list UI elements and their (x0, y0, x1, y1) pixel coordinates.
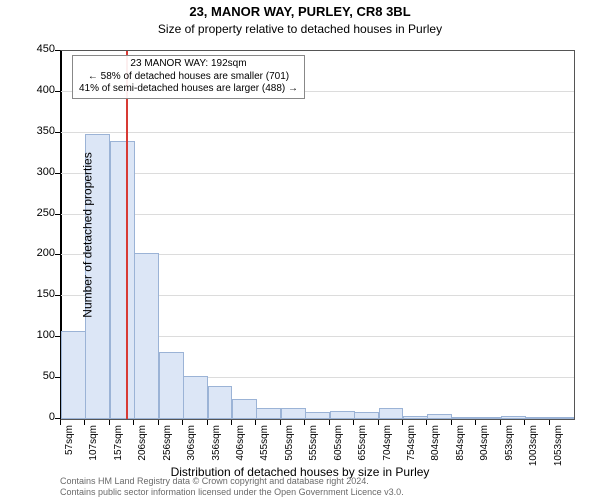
x-tick (378, 420, 379, 425)
histogram-bar (256, 408, 281, 419)
histogram-bar (305, 412, 330, 419)
x-tick (280, 420, 281, 425)
y-tick (55, 173, 60, 174)
y-tick-label: 300 (0, 166, 55, 178)
x-tick-label: 754sqm (406, 425, 417, 475)
x-tick-label: 57sqm (64, 425, 75, 475)
x-tick-label: 107sqm (88, 425, 99, 475)
histogram-bar (403, 416, 428, 419)
footer-line1: Contains HM Land Registry data © Crown c… (60, 476, 404, 487)
x-tick-label: 406sqm (235, 425, 246, 475)
histogram-bar (330, 411, 355, 419)
x-tick (524, 420, 525, 425)
x-tick (475, 420, 476, 425)
histogram-bar (281, 408, 306, 419)
x-tick-label: 854sqm (455, 425, 466, 475)
histogram-bar (110, 141, 135, 419)
x-tick-label: 206sqm (137, 425, 148, 475)
histogram-bar (525, 417, 550, 419)
y-tick-label: 100 (0, 329, 55, 341)
reference-line (126, 51, 128, 419)
annotation-line3: 41% of semi-detached houses are larger (… (79, 83, 298, 96)
y-tick (55, 132, 60, 133)
y-tick-label: 450 (0, 43, 55, 55)
x-tick (426, 420, 427, 425)
histogram-bar (61, 331, 86, 419)
y-tick-label: 250 (0, 207, 55, 219)
annotation-box: 23 MANOR WAY: 192sqm ← 58% of detached h… (72, 55, 305, 99)
y-tick (55, 214, 60, 215)
x-tick-label: 505sqm (284, 425, 295, 475)
annotation-line1: 23 MANOR WAY: 192sqm (79, 58, 298, 71)
histogram-bar (427, 414, 452, 419)
x-tick (207, 420, 208, 425)
y-tick (55, 295, 60, 296)
x-tick (329, 420, 330, 425)
chart-title-line2: Size of property relative to detached ho… (0, 22, 600, 36)
chart-title-line1: 23, MANOR WAY, PURLEY, CR8 3BL (0, 4, 600, 19)
x-tick (255, 420, 256, 425)
y-tick-label: 0 (0, 411, 55, 423)
histogram-bar (183, 376, 208, 419)
histogram-bar (379, 408, 404, 419)
gridline-h (61, 132, 574, 133)
gridline-h (61, 173, 574, 174)
x-tick (500, 420, 501, 425)
x-tick (231, 420, 232, 425)
histogram-bar (354, 412, 379, 419)
x-tick (182, 420, 183, 425)
x-tick (133, 420, 134, 425)
histogram-bar (501, 416, 526, 419)
x-tick-label: 1003sqm (528, 425, 539, 475)
x-tick (402, 420, 403, 425)
y-axis-title-wrap: Number of detached properties (5, 50, 19, 420)
y-tick (55, 50, 60, 51)
chart-container: { "title_line1": "23, MANOR WAY, PURLEY,… (0, 0, 600, 500)
x-tick (353, 420, 354, 425)
x-tick-label: 356sqm (211, 425, 222, 475)
x-tick (549, 420, 550, 425)
x-tick-label: 1053sqm (553, 425, 564, 475)
x-tick (304, 420, 305, 425)
x-tick-label: 455sqm (259, 425, 270, 475)
plot-area (60, 50, 575, 420)
x-tick (109, 420, 110, 425)
y-tick-label: 200 (0, 247, 55, 259)
footer-line2: Contains public sector information licen… (60, 487, 404, 498)
annotation-line2: ← 58% of detached houses are smaller (70… (79, 71, 298, 84)
y-tick (55, 377, 60, 378)
x-tick-label: 704sqm (382, 425, 393, 475)
y-tick-label: 150 (0, 288, 55, 300)
y-tick (55, 418, 60, 419)
histogram-bar (476, 417, 501, 419)
histogram-bar (232, 399, 257, 419)
x-tick (84, 420, 85, 425)
x-tick-label: 804sqm (430, 425, 441, 475)
histogram-bar (134, 253, 159, 419)
y-axis-title: Number of detached properties (81, 152, 95, 317)
footer: Contains HM Land Registry data © Crown c… (60, 476, 404, 498)
x-tick (158, 420, 159, 425)
y-tick-label: 400 (0, 84, 55, 96)
y-tick-label: 50 (0, 370, 55, 382)
y-tick-label: 350 (0, 125, 55, 137)
y-tick (55, 254, 60, 255)
gridline-h (61, 214, 574, 215)
x-tick-label: 605sqm (333, 425, 344, 475)
x-tick-label: 555sqm (308, 425, 319, 475)
x-tick-label: 655sqm (357, 425, 368, 475)
x-tick-label: 256sqm (162, 425, 173, 475)
y-tick (55, 336, 60, 337)
x-tick (451, 420, 452, 425)
histogram-bar (452, 417, 477, 419)
histogram-bar (550, 417, 575, 419)
histogram-bar (159, 352, 184, 419)
x-tick-label: 157sqm (113, 425, 124, 475)
x-tick-label: 904sqm (479, 425, 490, 475)
histogram-bar (208, 386, 233, 419)
x-tick-label: 306sqm (186, 425, 197, 475)
y-tick (55, 91, 60, 92)
x-tick-label: 953sqm (504, 425, 515, 475)
x-tick (60, 420, 61, 425)
